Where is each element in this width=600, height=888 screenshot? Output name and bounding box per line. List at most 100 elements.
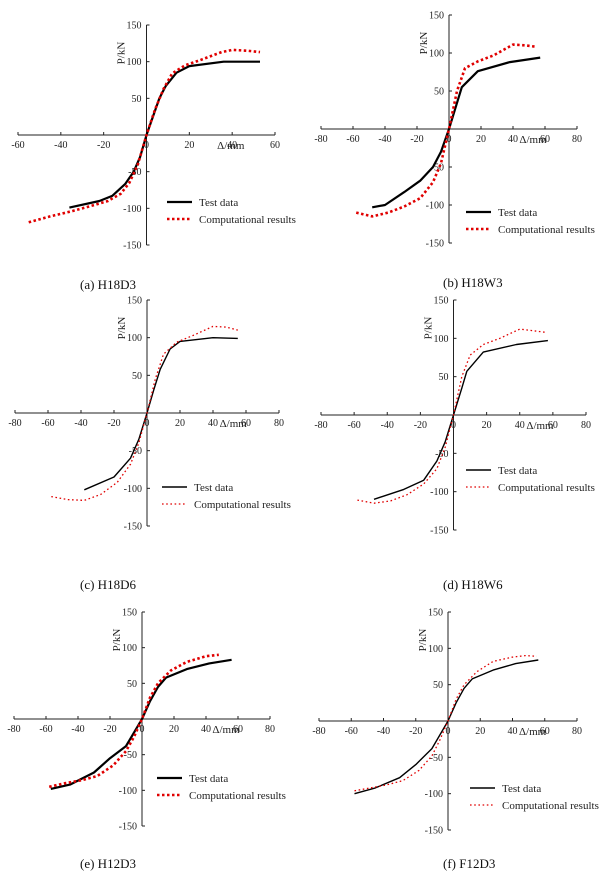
legend-label: Test data bbox=[194, 482, 233, 494]
y-tick-label: -150 bbox=[119, 822, 137, 833]
legend-label: Computational results bbox=[498, 482, 595, 494]
chart-panel: -80 -60 -40 -20 0 20 40 60 80 -150 -100 -50 50 100 150… bbox=[314, 11, 595, 291]
legend-label: Computational results bbox=[502, 800, 599, 812]
x-tick-label: 40 bbox=[515, 420, 525, 431]
x-tick-label: -80 bbox=[314, 134, 327, 145]
x-tick-label: 60 bbox=[241, 418, 251, 429]
x-tick-label: 20 bbox=[475, 726, 485, 737]
y-tick-label: -100 bbox=[124, 484, 142, 495]
x-tick-label: 40 bbox=[508, 134, 518, 145]
test-series-line bbox=[50, 658, 232, 790]
x-tick-label: 60 bbox=[233, 724, 243, 735]
x-tick-label: -60 bbox=[346, 134, 359, 145]
x-tick-label: -60 bbox=[39, 724, 52, 735]
x-axis-title: Δ/mm bbox=[212, 724, 240, 736]
y-tick-label: 150 bbox=[429, 11, 444, 22]
y-tick-label: 100 bbox=[122, 643, 137, 654]
y-tick-label: 150 bbox=[127, 21, 142, 32]
test-series-line bbox=[84, 337, 238, 491]
computed-series-line bbox=[48, 653, 219, 789]
panel-caption: (c) H18D6 bbox=[80, 577, 136, 592]
x-tick-label: -60 bbox=[41, 418, 54, 429]
x-tick-label: 0 bbox=[145, 418, 150, 429]
y-tick-label: -100 bbox=[430, 487, 448, 498]
x-tick-label: -20 bbox=[107, 418, 120, 429]
y-tick-label: -50 bbox=[124, 750, 137, 761]
y-tick-label: 100 bbox=[127, 333, 142, 344]
computed-series-line bbox=[357, 328, 545, 504]
y-tick-label: -150 bbox=[123, 241, 141, 252]
x-tick-label: -20 bbox=[410, 134, 423, 145]
chart-panel: -60 -40 -20 0 20 40 60-150-100-5050100150Δ/mmP… bbox=[11, 21, 296, 293]
x-tick-label: 40 bbox=[227, 140, 237, 151]
computed-series-line bbox=[51, 325, 238, 502]
x-tick-label: 20 bbox=[482, 420, 492, 431]
y-axis-title: P/kN bbox=[417, 629, 429, 652]
computed-series-line bbox=[28, 48, 261, 224]
x-axis-title: Δ/mm bbox=[519, 726, 547, 738]
y-tick-label: -50 bbox=[431, 163, 444, 174]
y-tick-label: 50 bbox=[433, 680, 443, 691]
legend-label: Computational results bbox=[194, 499, 291, 511]
y-tick-label: 100 bbox=[429, 49, 444, 60]
y-tick-label: 100 bbox=[428, 644, 443, 655]
x-tick-label: 80 bbox=[572, 134, 582, 145]
y-tick-label: 100 bbox=[434, 334, 449, 345]
y-tick-label: -50 bbox=[430, 753, 443, 764]
x-tick-label: -20 bbox=[414, 420, 427, 431]
x-tick-label: 20 bbox=[169, 724, 179, 735]
x-tick-label: -80 bbox=[314, 420, 327, 431]
x-axis-title: Δ/mm bbox=[526, 420, 554, 432]
y-tick-label: 50 bbox=[434, 87, 444, 98]
x-tick-label: -80 bbox=[312, 726, 325, 737]
panel-caption: (a) H18D3 bbox=[80, 277, 136, 292]
x-tick-label: -40 bbox=[54, 140, 67, 151]
x-tick-label: -40 bbox=[71, 724, 84, 735]
x-tick-label: -40 bbox=[377, 726, 390, 737]
y-tick-label: 50 bbox=[127, 679, 137, 690]
x-tick-label: -80 bbox=[7, 724, 20, 735]
y-tick-label: 50 bbox=[132, 371, 142, 382]
y-tick-label: 150 bbox=[122, 608, 137, 619]
y-axis-title: P/kN bbox=[423, 317, 435, 340]
x-tick-label: -40 bbox=[74, 418, 87, 429]
x-tick-label: -40 bbox=[378, 134, 391, 145]
x-tick-label: -60 bbox=[11, 140, 24, 151]
x-axis-title: Δ/mm bbox=[519, 134, 547, 146]
x-tick-label: 80 bbox=[274, 418, 284, 429]
test-series-line bbox=[372, 56, 541, 209]
x-tick-label: 0 bbox=[446, 726, 451, 737]
y-tick-label: 50 bbox=[439, 372, 449, 383]
y-axis-title: P/kN bbox=[116, 42, 128, 65]
legend-label: Computational results bbox=[498, 224, 595, 236]
y-tick-label: -50 bbox=[129, 446, 142, 457]
y-tick-label: 150 bbox=[434, 296, 449, 307]
x-tick-label: 40 bbox=[201, 724, 211, 735]
x-tick-label: 0 bbox=[447, 134, 452, 145]
legend-label: Computational results bbox=[199, 214, 296, 226]
x-tick-label: 20 bbox=[175, 418, 185, 429]
y-tick-label: -150 bbox=[425, 826, 443, 837]
legend-label: Test data bbox=[498, 207, 537, 219]
x-tick-label: 60 bbox=[548, 420, 558, 431]
y-tick-label: -100 bbox=[119, 786, 137, 797]
y-axis-title: P/kN bbox=[111, 629, 123, 652]
y-tick-label: -150 bbox=[124, 522, 142, 533]
y-tick-label: -150 bbox=[426, 239, 444, 250]
x-tick-label: 80 bbox=[581, 420, 591, 431]
x-tick-label: -40 bbox=[381, 420, 394, 431]
x-tick-label: 40 bbox=[208, 418, 218, 429]
y-tick-label: -100 bbox=[123, 204, 141, 215]
y-tick-label: 50 bbox=[132, 94, 142, 105]
y-tick-label: 150 bbox=[127, 296, 142, 307]
x-tick-label: 0 bbox=[140, 724, 145, 735]
x-tick-label: -20 bbox=[103, 724, 116, 735]
y-tick-label: 150 bbox=[428, 608, 443, 619]
x-axis-title: Δ/mm bbox=[217, 140, 245, 152]
legend-label: Test data bbox=[498, 465, 537, 477]
panel-caption: (d) H18W6 bbox=[443, 577, 503, 592]
x-tick-label: 60 bbox=[540, 726, 550, 737]
x-tick-label: 20 bbox=[476, 134, 486, 145]
chart-panel: -80 -60 -40 -20 0 20 40 60 80 -150 -100 -50 50 100 150… bbox=[7, 608, 286, 872]
